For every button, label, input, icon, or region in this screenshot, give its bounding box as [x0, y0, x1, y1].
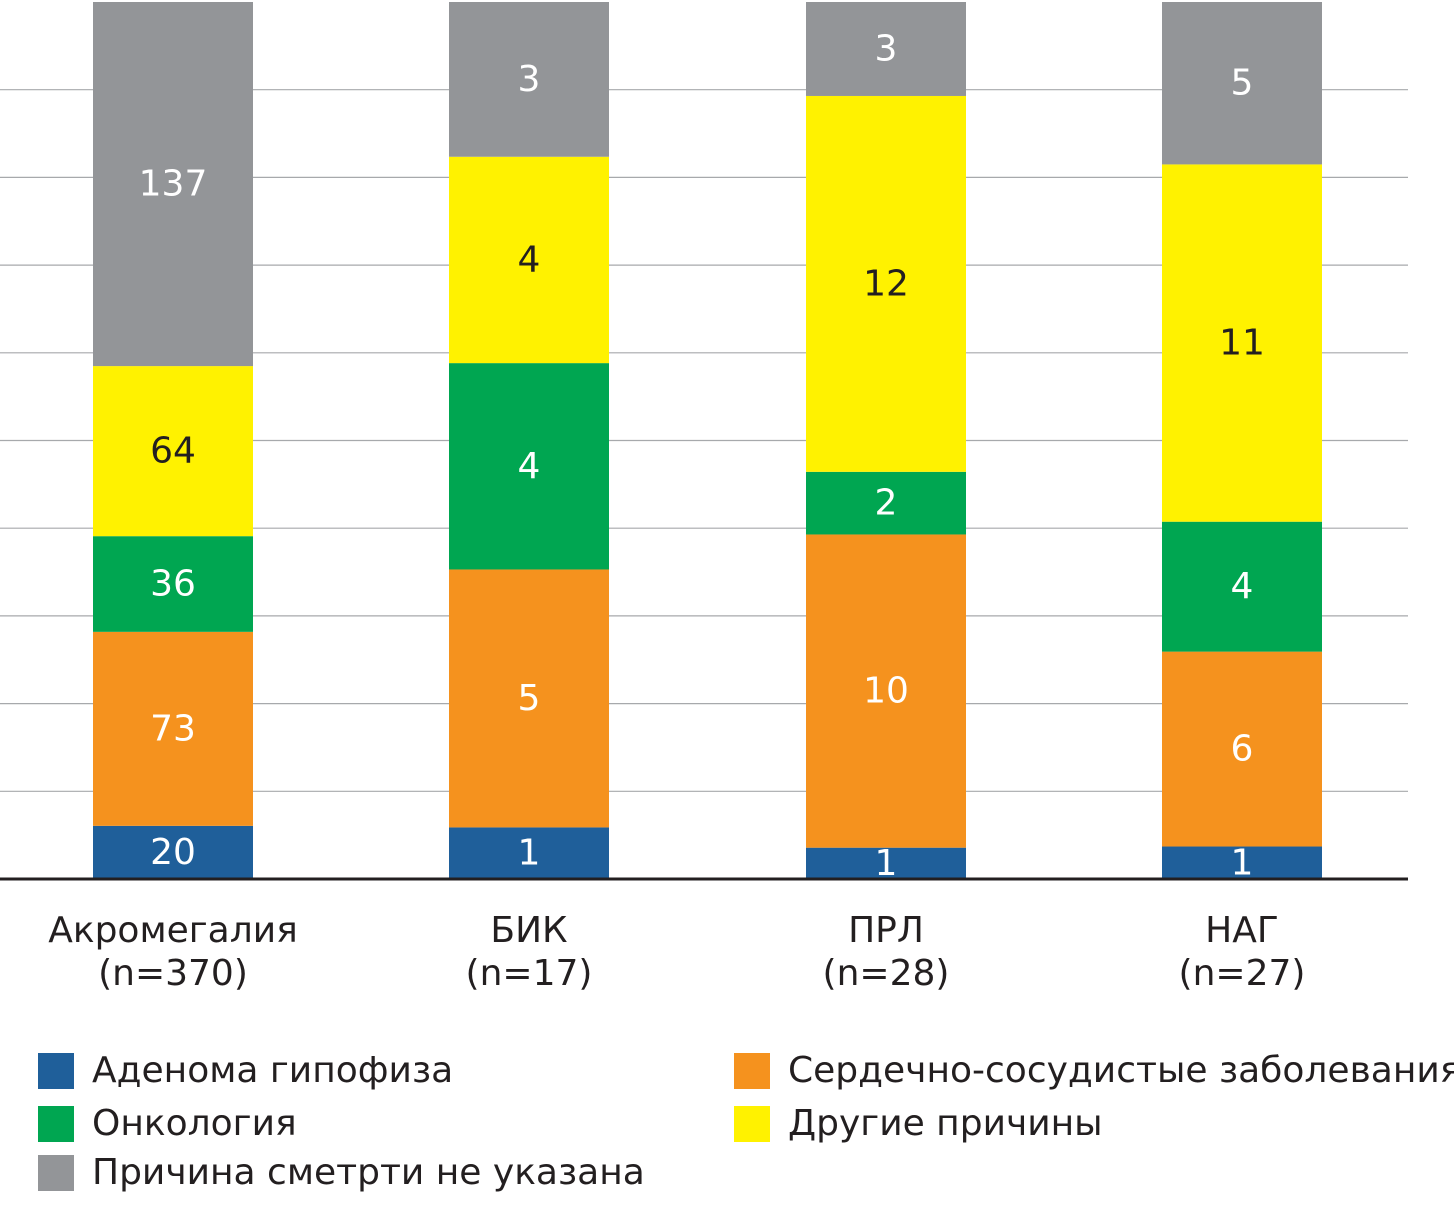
bar-segment-acromegaly-4 [93, 2, 253, 367]
legend-swatch-adenoma [38, 1052, 74, 1089]
data-label-bik-4: 3 [518, 59, 541, 100]
data-label-nag-0: 1 [1231, 842, 1254, 883]
bar-segment-nag-2 [1162, 521, 1322, 652]
data-label-acromegaly-4: 137 [139, 164, 208, 205]
category-label-bik: БИК [490, 910, 567, 951]
data-label-prl-3: 12 [863, 263, 909, 304]
data-label-nag-3: 11 [1219, 323, 1265, 364]
data-label-acromegaly-3: 64 [150, 431, 196, 472]
legend-swatch-cardiovascular [734, 1052, 770, 1089]
data-label-bik-0: 1 [518, 833, 541, 874]
bar-segment-acromegaly-0 [93, 825, 253, 879]
bar-segment-bik-3 [449, 156, 609, 364]
data-label-bik-2: 4 [518, 446, 541, 487]
bar-segment-acromegaly-3 [93, 366, 253, 537]
category-label-acromegaly: Акромегалия [48, 910, 298, 951]
data-label-bik-1: 5 [518, 678, 541, 719]
legend-item-adenoma: Аденома гипофиза [38, 1050, 453, 1091]
data-label-nag-1: 6 [1231, 729, 1254, 770]
data-label-prl-2: 2 [875, 483, 898, 524]
category-label-prl: ПРЛ [848, 910, 924, 951]
legend-label-other: Другие причины [788, 1103, 1103, 1144]
bar-segment-prl-2 [806, 471, 966, 535]
data-label-prl-0: 1 [875, 843, 898, 884]
bar-segment-prl-4 [806, 2, 966, 96]
legend-item-cardiovascular: Сердечно-сосудистые заболевания [734, 1050, 1454, 1091]
legend-swatch-unspecified [38, 1154, 74, 1191]
category-label-nag: НАГ [1205, 910, 1279, 951]
bar-segment-acromegaly-1 [93, 631, 253, 826]
bar-segment-prl-1 [806, 534, 966, 848]
bar-segment-prl-0 [806, 847, 966, 879]
bar-segment-nag-3 [1162, 164, 1322, 522]
data-label-nag-4: 5 [1231, 63, 1254, 104]
data-label-prl-1: 10 [863, 671, 909, 712]
legend-swatch-oncology [38, 1105, 74, 1142]
legend-item-unspecified: Причина сметрти не указана [38, 1152, 645, 1193]
bar-segment-bik-0 [449, 827, 609, 879]
data-label-nag-2: 4 [1231, 566, 1254, 607]
category-n-prl: (n=28) [823, 953, 950, 994]
category-n-acromegaly: (n=370) [98, 953, 248, 994]
legend-label-cardiovascular: Сердечно-сосудистые заболевания [788, 1050, 1454, 1091]
bar-segment-nag-0 [1162, 846, 1322, 879]
category-n-nag: (n=27) [1179, 953, 1306, 994]
bar-segment-bik-4 [449, 2, 609, 157]
legend-label-oncology: Онкология [92, 1103, 297, 1144]
stacked-bar-chart: 20733664137Акромегалия(n=370)15443БИК(n=… [0, 2, 1408, 994]
data-label-acromegaly-1: 73 [150, 708, 196, 749]
category-n-bik: (n=17) [466, 953, 593, 994]
bar-segment-bik-2 [449, 363, 609, 570]
legend-label-adenoma: Аденома гипофиза [92, 1050, 454, 1091]
bar-segment-acromegaly-2 [93, 536, 253, 632]
legend-item-other: Другие причины [734, 1103, 1103, 1144]
legend-swatch-other [734, 1105, 770, 1142]
legend-label-unspecified: Причина сметрти не указана [92, 1152, 645, 1193]
bar-segment-prl-3 [806, 95, 966, 472]
bar-segment-bik-1 [449, 569, 609, 828]
data-label-prl-4: 3 [875, 28, 898, 69]
legend-item-oncology: Онкология [38, 1103, 297, 1144]
data-label-bik-3: 4 [518, 239, 541, 280]
data-label-acromegaly-2: 36 [150, 564, 196, 605]
data-label-acromegaly-0: 20 [150, 832, 196, 873]
bar-segment-nag-4 [1162, 2, 1322, 165]
bar-segment-nag-1 [1162, 651, 1322, 847]
